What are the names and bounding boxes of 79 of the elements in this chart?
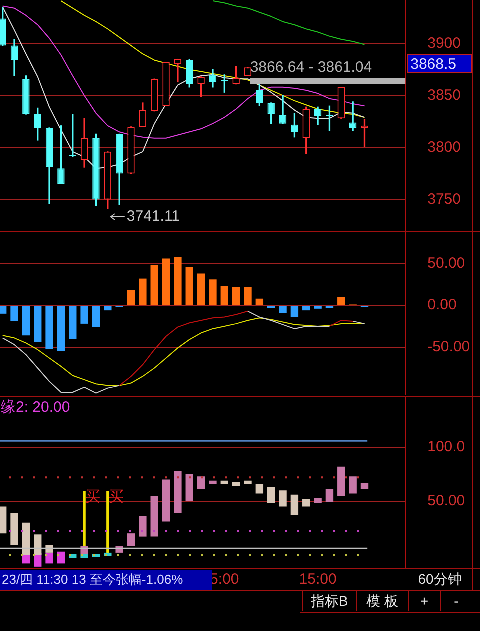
text: 3868.5	[410, 56, 456, 74]
bar	[326, 489, 334, 502]
bar	[127, 534, 136, 546]
minus-button: -	[440, 591, 472, 611]
bar	[244, 480, 252, 484]
bar	[290, 306, 299, 318]
bar	[197, 274, 206, 306]
bar	[302, 306, 310, 311]
bar	[279, 490, 287, 507]
info-bar: 23/四 11:30 13 至今张幅-1.06%	[0, 570, 212, 590]
y-tick-label: 100.0	[428, 438, 466, 456]
bar	[267, 487, 276, 504]
bar	[46, 552, 54, 564]
bar	[232, 287, 240, 306]
period-label: 60分钟	[417, 570, 463, 589]
bar	[338, 297, 346, 306]
bar	[162, 480, 170, 522]
bar	[22, 522, 30, 556]
y-tick-label: 3900	[428, 34, 461, 52]
bar	[338, 466, 346, 496]
candlestick	[349, 102, 357, 132]
bar	[10, 513, 18, 546]
y-tick-label: -50.00	[428, 338, 470, 356]
bar	[186, 474, 194, 502]
y-tick-label: 0.00	[428, 296, 457, 314]
bar	[22, 555, 30, 564]
bar	[244, 287, 252, 306]
bar	[127, 290, 136, 306]
bar	[290, 494, 299, 516]
bar	[34, 534, 42, 556]
bar	[34, 306, 42, 342]
candlestick	[174, 58, 182, 83]
bar	[92, 306, 100, 328]
band-label: 3866.64 - 3861.04	[250, 59, 372, 76]
bar	[0, 306, 7, 314]
bar	[209, 280, 217, 306]
y-tick-label: 3850	[428, 86, 461, 104]
data-label: 买	[86, 488, 101, 506]
y-tick-label: 3800	[428, 138, 461, 156]
bar	[209, 480, 217, 484]
bar	[69, 306, 77, 339]
bar	[314, 498, 322, 504]
bar	[220, 286, 228, 306]
tab-button: 指标B	[302, 591, 356, 611]
bar	[314, 306, 322, 309]
bar	[0, 506, 7, 534]
y-tick-label: 50.00	[428, 492, 466, 510]
annotation: 3741.11	[126, 208, 180, 226]
bar	[57, 552, 66, 564]
y-tick-label: 3750	[428, 190, 461, 208]
bar	[150, 496, 158, 537]
x-tick-label: 15:00	[299, 571, 337, 588]
bar	[256, 298, 264, 306]
bar	[279, 306, 287, 314]
bar	[360, 483, 369, 490]
bar	[186, 267, 194, 306]
data-label: 买	[108, 488, 124, 506]
bar	[10, 306, 18, 322]
bar	[57, 306, 66, 352]
bar	[139, 278, 147, 306]
bar	[174, 471, 182, 514]
bar	[104, 306, 112, 311]
bar	[46, 306, 54, 350]
bar	[197, 476, 206, 490]
bar	[302, 499, 310, 507]
bar	[162, 258, 170, 306]
bar	[349, 476, 357, 494]
bar	[220, 480, 228, 484]
bar	[80, 306, 88, 324]
bar	[150, 265, 158, 306]
bar	[232, 482, 240, 486]
bar	[256, 484, 264, 494]
bar	[174, 257, 182, 306]
bar	[22, 306, 30, 336]
y-tick-label: 50.00	[428, 254, 466, 272]
plus-button: +	[408, 591, 440, 611]
tab-button: 模 板	[356, 591, 408, 611]
chart-title: 缘2: 20.00	[1, 398, 70, 417]
bar	[139, 516, 147, 537]
